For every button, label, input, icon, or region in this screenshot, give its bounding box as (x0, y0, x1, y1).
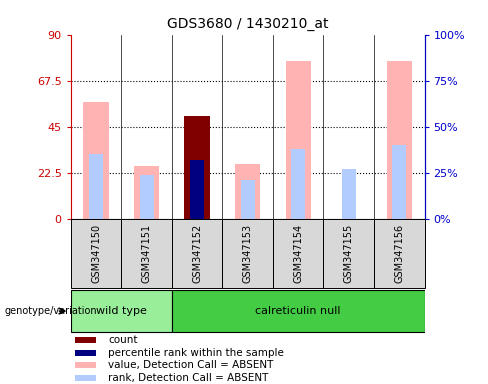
Bar (235, 164, 260, 219)
Text: GSM347150: GSM347150 (91, 224, 101, 283)
Bar (122, 219, 172, 288)
Bar (392, 145, 406, 219)
Text: genotype/variation: genotype/variation (5, 306, 98, 316)
Title: GDS3680 / 1430210_at: GDS3680 / 1430210_at (167, 17, 328, 31)
Bar (342, 169, 356, 219)
Bar (190, 160, 204, 219)
Bar (71, 290, 172, 332)
Bar (184, 116, 210, 219)
Text: count: count (108, 335, 138, 345)
Bar (172, 290, 425, 332)
Bar (324, 219, 374, 288)
Bar (386, 61, 412, 219)
Bar (273, 219, 324, 288)
Bar (291, 149, 305, 219)
Bar (83, 102, 109, 219)
Bar (285, 61, 311, 219)
Text: GSM347155: GSM347155 (344, 224, 354, 283)
Bar (134, 166, 159, 219)
Text: percentile rank within the sample: percentile rank within the sample (108, 348, 284, 358)
Bar (75, 362, 96, 368)
Bar (75, 337, 96, 343)
Text: calreticulin null: calreticulin null (255, 306, 341, 316)
Bar (71, 219, 122, 288)
Bar (374, 219, 425, 288)
Text: GSM347154: GSM347154 (293, 224, 303, 283)
Text: rank, Detection Call = ABSENT: rank, Detection Call = ABSENT (108, 373, 269, 383)
Text: GSM347151: GSM347151 (142, 224, 152, 283)
Text: wild type: wild type (96, 306, 147, 316)
Text: GSM347152: GSM347152 (192, 224, 202, 283)
Bar (75, 375, 96, 381)
Bar (75, 350, 96, 356)
Bar (241, 180, 255, 219)
Text: GSM347153: GSM347153 (243, 224, 253, 283)
Bar (140, 175, 154, 219)
Bar (89, 154, 103, 219)
Bar (223, 219, 273, 288)
Text: value, Detection Call = ABSENT: value, Detection Call = ABSENT (108, 360, 274, 370)
Text: GSM347156: GSM347156 (394, 224, 404, 283)
Bar (172, 219, 223, 288)
